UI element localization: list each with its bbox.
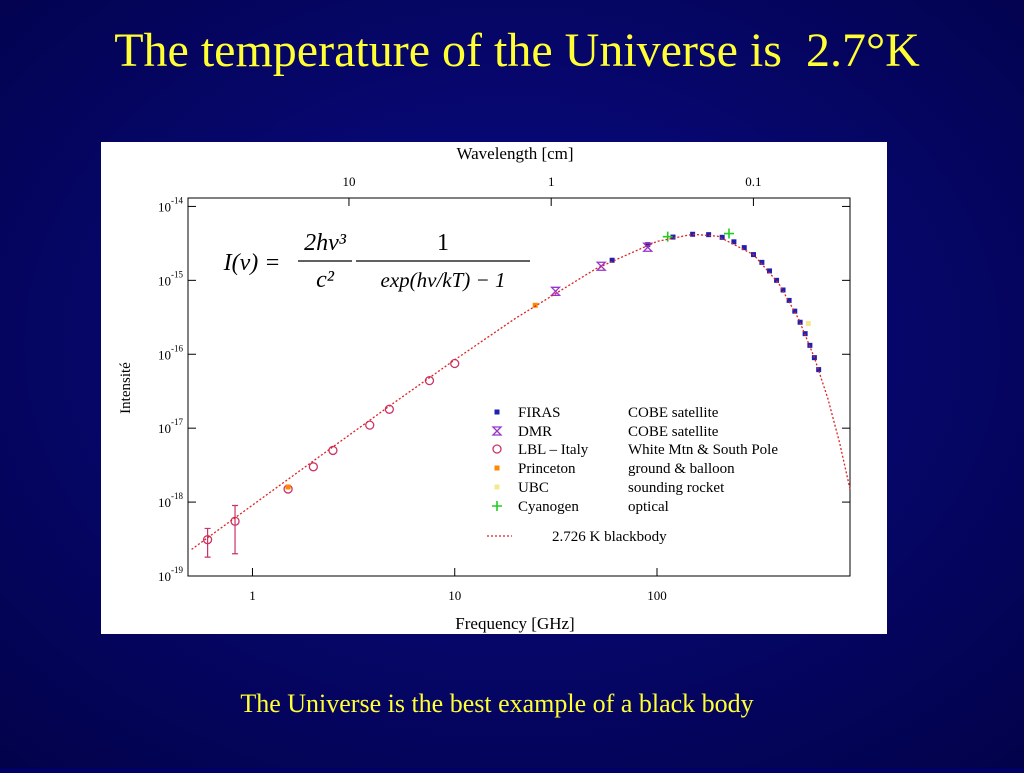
x-axis-label: Frequency [GHz] [455,614,574,633]
formula-denominator: exp(hν/kT) − 1 [381,268,506,292]
y-tick-exponent: -17 [171,417,183,427]
legend-description: White Mtn & South Pole [628,442,778,458]
error-bar [204,527,211,558]
data-point [792,308,798,314]
legend-swatch [494,465,500,471]
legend-description: COBE satellite [628,405,719,421]
legend-label: LBL – Italy [518,442,589,458]
legend-description: optical [628,499,669,515]
x-tick-label: 10 [448,588,461,603]
data-point [662,231,673,242]
data-point [816,367,822,373]
data-point [786,297,792,303]
data-point [805,321,811,327]
y-tick-exponent: -18 [171,491,183,501]
legend-description: COBE satellite [628,424,719,440]
y-tick-label: 10 [158,421,171,436]
y-tick-exponent: -19 [171,565,183,575]
data-point [365,420,375,430]
legend-swatch [494,409,500,415]
x-tick-label: 1 [249,588,256,603]
data-point [741,245,747,251]
slide-caption: The Universe is the best example of a bl… [240,689,753,718]
data-point [595,261,607,271]
y-tick-label: 10 [158,273,171,288]
x2-tick-label: 0.1 [745,174,761,189]
data-point [384,404,394,414]
curve [191,233,851,550]
legend-swatch [491,426,503,436]
data-point [285,484,291,490]
data-point [532,302,538,308]
legend-label: FIRAS [518,405,561,421]
error-bar [232,504,239,555]
y-tick-exponent: -15 [171,269,183,279]
data-point [202,535,213,545]
x2-axis-label: Wavelength [cm] [456,144,573,163]
plot-frame [187,197,851,577]
data-point [706,232,712,238]
y-tick-exponent: -16 [171,343,183,353]
legend-swatch [492,444,502,454]
legend-label: DMR [518,424,552,440]
slide-title: The temperature of the Universe is 2.7°K [114,24,920,77]
data-point [759,259,765,265]
data-point [767,268,773,274]
formula-denominator: c² [316,267,335,293]
y-tick-label: 10 [158,347,171,362]
chart-panel [101,142,887,634]
x-tick-label: 100 [647,588,667,603]
data-point [719,234,725,240]
legend-label: Princeton [518,461,576,477]
data-point [549,286,562,296]
x2-tick-label: 10 [342,174,355,189]
data-point [780,287,786,293]
data-point [645,242,651,248]
legend-swatch [494,484,500,490]
formula-numerator: 1 [437,230,449,256]
y-tick-label: 10 [158,569,171,584]
data-point [797,319,803,325]
formula-lhs: I(ν) = [223,250,281,276]
legend-label: UBC [518,480,549,496]
data-point [609,257,615,263]
legend-description: sounding rocket [628,480,725,496]
y-tick-label: 10 [158,199,171,214]
formula-numerator: 2hν³ [304,230,347,256]
data-point [731,239,737,245]
x2-tick-label: 1 [548,174,555,189]
data-point [724,228,735,239]
legend-description: ground & balloon [628,461,735,477]
data-point [308,462,319,472]
y-tick-label: 10 [158,495,171,510]
y-axis-label: Intensité [118,362,134,414]
data-point [690,231,696,237]
data-point [670,234,676,240]
data-point [774,277,780,283]
data-point [642,242,654,252]
y-tick-exponent: -14 [171,195,183,205]
legend-swatch [492,501,502,511]
legend-label: 2.726 K blackbody [552,529,667,545]
legend-label: Cyanogen [518,499,579,515]
